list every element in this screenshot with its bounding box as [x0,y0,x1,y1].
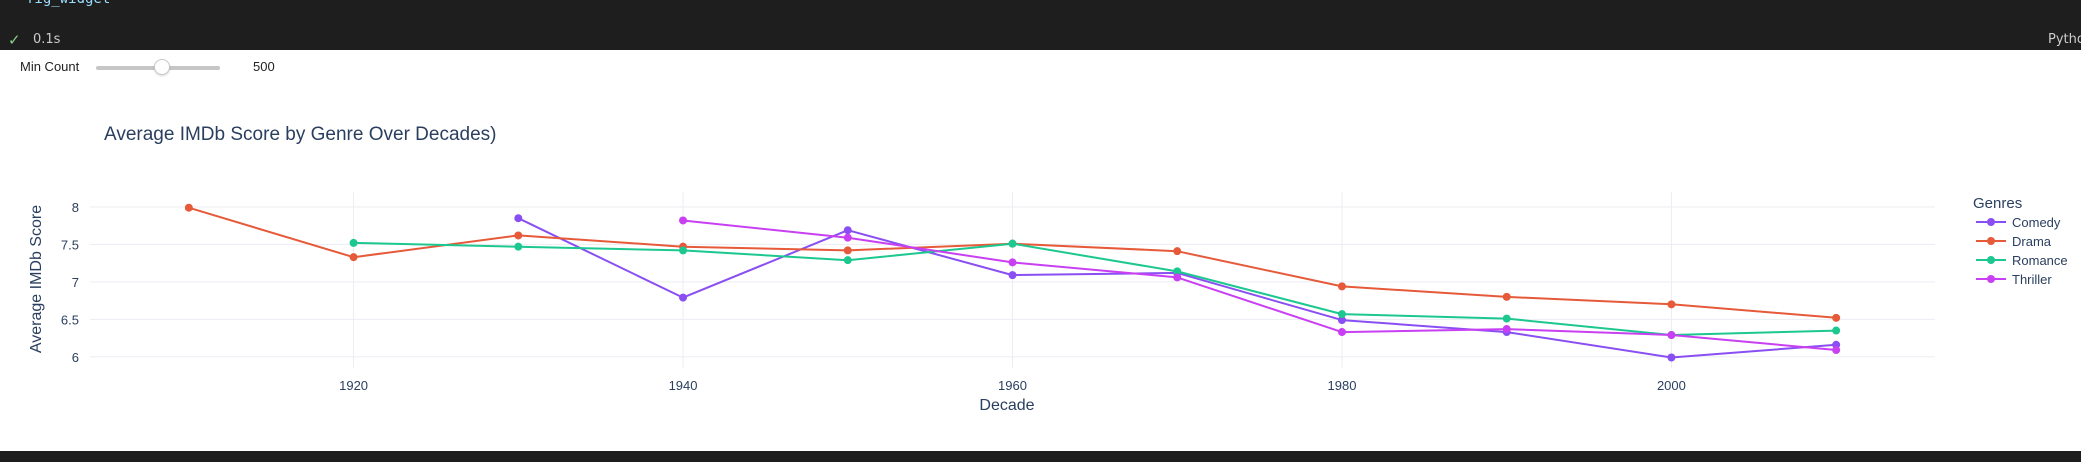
data-point-drama[interactable] [514,231,523,240]
grid [90,192,1935,368]
data-point-romance[interactable] [1337,310,1346,319]
data-point-romance[interactable] [1173,267,1182,276]
data-point-thriller[interactable] [1337,328,1346,337]
min-count-slider-thumb[interactable] [154,59,170,75]
data-point-drama[interactable] [1832,313,1841,322]
data-point-thriller[interactable] [1832,346,1841,355]
data-point-comedy[interactable] [514,214,523,223]
data-point-thriller[interactable] [1173,273,1182,282]
legend-item-comedy[interactable]: Comedy [1976,215,2061,230]
x-tick-label: 2000 [1657,378,1686,393]
legend-swatch-marker [1987,218,1995,226]
y-tick-label: 8 [72,200,79,215]
y-tick-label: 6 [72,350,79,365]
series-line-comedy [517,217,1837,359]
y-tick-label: 7 [72,275,79,290]
data-point-romance[interactable] [1008,239,1017,248]
legend-swatch-marker [1987,237,1995,245]
data-point-comedy[interactable] [843,226,852,235]
data-point-romance[interactable] [349,238,358,247]
data-point-romance[interactable] [1502,314,1511,323]
slider-value: 500 [253,59,275,74]
data-point-thriller[interactable] [679,216,688,225]
series-line-thriller [682,219,1837,351]
data-point-comedy[interactable] [1008,271,1017,280]
data-point-thriller[interactable] [843,233,852,242]
legend-label: Comedy [2012,215,2061,230]
y-tick-label: 7.5 [61,237,79,252]
data-point-romance[interactable] [679,246,688,255]
data-point-drama[interactable] [843,246,852,255]
data-point-comedy[interactable] [679,293,688,302]
legend-label: Drama [2012,234,2052,249]
data-point-comedy[interactable] [1337,316,1346,325]
execution-check-icon: ✓ [8,31,21,49]
series-romance [349,238,1841,340]
legend: Genres Comedy Drama Romance Thriller [1973,195,2068,287]
x-axis-ticks: 1920 1940 1960 1980 2000 [339,378,1686,393]
data-point-drama[interactable] [349,253,358,262]
x-tick-label: 1940 [669,378,698,393]
data-point-thriller[interactable] [1502,325,1511,334]
y-tick-label: 6.5 [61,312,79,327]
data-point-romance[interactable] [1832,326,1841,335]
data-point-drama[interactable] [184,203,193,212]
legend-label: Romance [2012,253,2068,268]
y-axis-ticks: 6 6.5 7 7.5 8 [61,200,79,365]
x-tick-label: 1960 [998,378,1027,393]
x-tick-label: 1920 [339,378,368,393]
slider-label: Min Count [20,59,80,74]
series-line-romance [353,241,1837,336]
legend-title: Genres [1973,195,2022,212]
data-point-thriller[interactable] [1667,331,1676,340]
notebook-footer [0,451,2081,462]
x-tick-label: 1980 [1328,378,1357,393]
data-point-drama[interactable] [1502,292,1511,301]
data-point-romance[interactable] [843,256,852,265]
legend-swatch-marker [1987,275,1995,283]
line-chart: Average IMDb Score by Genre Over Decades… [28,124,2068,414]
series-thriller [679,216,1841,355]
data-point-drama[interactable] [1337,282,1346,291]
chart-title: Average IMDb Score by Genre Over Decades… [104,124,497,145]
legend-item-thriller[interactable]: Thriller [1976,272,2052,287]
data-point-drama[interactable] [1173,247,1182,256]
kernel-label[interactable]: Python [2048,32,2081,47]
x-axis-title: Decade [979,397,1034,414]
series [184,203,1841,362]
legend-item-drama[interactable]: Drama [1976,234,2052,249]
y-axis-title: Average IMDb Score [28,205,45,353]
data-point-thriller[interactable] [1008,258,1017,267]
legend-swatch-marker [1987,256,1995,264]
code-line: fig_widget [26,0,110,7]
series-comedy [514,214,1841,362]
data-point-romance[interactable] [514,242,523,251]
legend-item-romance[interactable]: Romance [1976,253,2068,268]
data-point-drama[interactable] [1667,300,1676,309]
data-point-comedy[interactable] [1667,353,1676,362]
execution-time: 0.1s [33,32,61,47]
notebook-cell-header: fig_widget ✓ 0.1s Python [0,0,2081,50]
legend-label: Thriller [2012,272,2052,287]
